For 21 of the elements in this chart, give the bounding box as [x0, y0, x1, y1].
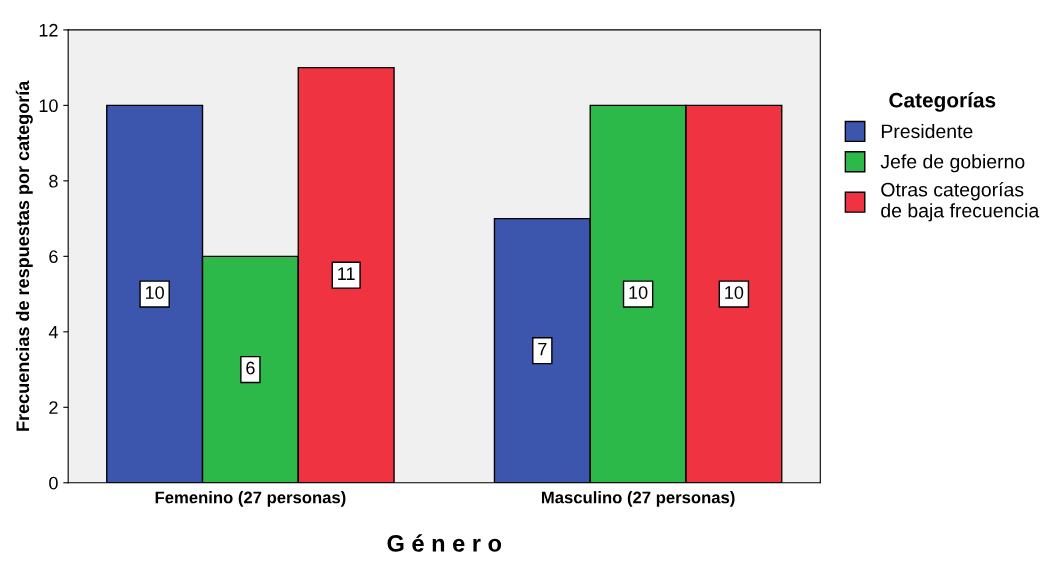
y-tick-label: 6 — [49, 250, 58, 264]
data-label: 6 — [246, 361, 255, 375]
x-axis-title: G é n e r o — [387, 534, 502, 552]
x-tick-label: Femenino (27 personas) — [155, 491, 346, 507]
data-label: 11 — [338, 267, 355, 280]
legend-title: Categorías — [889, 92, 996, 112]
x-tick-label: Masculino (27 personas) — [541, 491, 735, 507]
y-tick-label: 12 — [39, 23, 58, 37]
data-label: 10 — [725, 286, 744, 299]
y-axis-title: Frecuencias de respuestas por categoría — [15, 80, 33, 431]
legend-label: Otras categorías de baja frecuencia — [881, 182, 1040, 222]
y-tick-label: 10 — [39, 99, 58, 113]
y-tick-label: 8 — [49, 174, 58, 188]
y-tick-label: 4 — [48, 325, 58, 339]
data-label: 10 — [145, 286, 164, 299]
data-label: 10 — [629, 286, 648, 299]
y-tick-label: 0 — [49, 476, 58, 490]
data-label: 7 — [538, 342, 547, 356]
legend-label: Presidente — [881, 123, 973, 139]
legend-label: Jefe de gobierno — [880, 154, 1025, 173]
y-tick-label: 2 — [49, 401, 58, 414]
